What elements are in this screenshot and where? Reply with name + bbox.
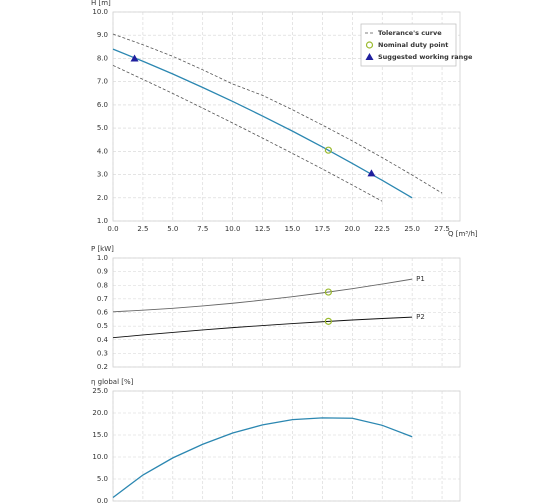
y-tick-label: 0.4 xyxy=(97,336,109,344)
y-axis-label: η global [%] xyxy=(91,378,134,386)
y-tick-label: 7.0 xyxy=(97,78,108,86)
y-tick-label: 25.0 xyxy=(92,387,108,395)
y-tick-label: 0.3 xyxy=(97,349,108,357)
x-tick-label: 25.0 xyxy=(404,225,420,233)
y-tick-label: 20.0 xyxy=(92,409,108,417)
x-tick-label: 17.5 xyxy=(315,225,331,233)
x-tick-label: 2.5 xyxy=(137,225,148,233)
legend-label: Suggested working range xyxy=(378,53,473,61)
x-tick-label: 5.0 xyxy=(167,225,178,233)
y-tick-label: 6.0 xyxy=(97,101,108,109)
y-tick-label: 0.5 xyxy=(97,322,108,330)
series-line xyxy=(112,278,413,313)
x-axis-label: Q [m³/h] xyxy=(448,230,478,238)
y-tick-label: 10.0 xyxy=(92,453,108,461)
y-tick-label: 0.7 xyxy=(97,295,108,303)
y-tick-label: 9.0 xyxy=(97,31,108,39)
x-tick-label: 22.5 xyxy=(374,225,390,233)
x-tick-label: 0.0 xyxy=(107,225,118,233)
legend-duty-symbol xyxy=(365,41,374,49)
x-tick-label: 12.5 xyxy=(255,225,271,233)
y-axis-label: H [m] xyxy=(91,0,111,7)
tolerance-upper xyxy=(112,33,443,194)
x-tick-label: 7.5 xyxy=(197,225,208,233)
y-tick-label: 0.2 xyxy=(97,363,108,371)
y-tick-label: 0.6 xyxy=(97,309,109,317)
legend-label: Tolerance's curve xyxy=(378,29,442,37)
working-range-marker xyxy=(367,169,376,177)
y-axis-label: P [kW] xyxy=(91,245,114,253)
series-line xyxy=(112,316,413,339)
y-tick-label: 1.0 xyxy=(97,217,108,225)
y-tick-label: 5.0 xyxy=(97,124,108,132)
y-tick-label: 0.8 xyxy=(97,281,108,289)
y-tick-label: 8.0 xyxy=(97,54,108,62)
series-label: P2 xyxy=(416,313,425,321)
legend-label: Nominal duty point xyxy=(378,41,448,49)
duty-point xyxy=(324,317,332,325)
y-tick-label: 0.0 xyxy=(97,497,108,504)
series-line xyxy=(112,417,413,498)
duty-point xyxy=(324,146,332,154)
y-tick-label: 10.0 xyxy=(92,8,108,16)
series-label: P1 xyxy=(416,275,425,283)
y-tick-label: 0.9 xyxy=(97,268,108,276)
tolerance-lower xyxy=(112,65,383,202)
x-tick-label: 20.0 xyxy=(345,225,361,233)
y-tick-label: 1.0 xyxy=(97,254,108,262)
pump-curve xyxy=(112,48,413,199)
y-tick-label: 3.0 xyxy=(97,171,108,179)
legend-box xyxy=(360,23,457,67)
duty-point xyxy=(324,288,332,296)
plot-area xyxy=(112,390,461,502)
y-tick-label: 5.0 xyxy=(97,475,108,483)
legend-range-symbol xyxy=(365,53,374,60)
x-tick-label: 27.5 xyxy=(434,225,450,233)
y-tick-label: 15.0 xyxy=(92,431,108,439)
y-tick-label: 4.0 xyxy=(97,147,108,155)
y-tick-label: 2.0 xyxy=(97,194,108,202)
x-tick-label: 15.0 xyxy=(285,225,301,233)
working-range-marker xyxy=(130,54,139,62)
x-tick-label: 10.0 xyxy=(225,225,241,233)
